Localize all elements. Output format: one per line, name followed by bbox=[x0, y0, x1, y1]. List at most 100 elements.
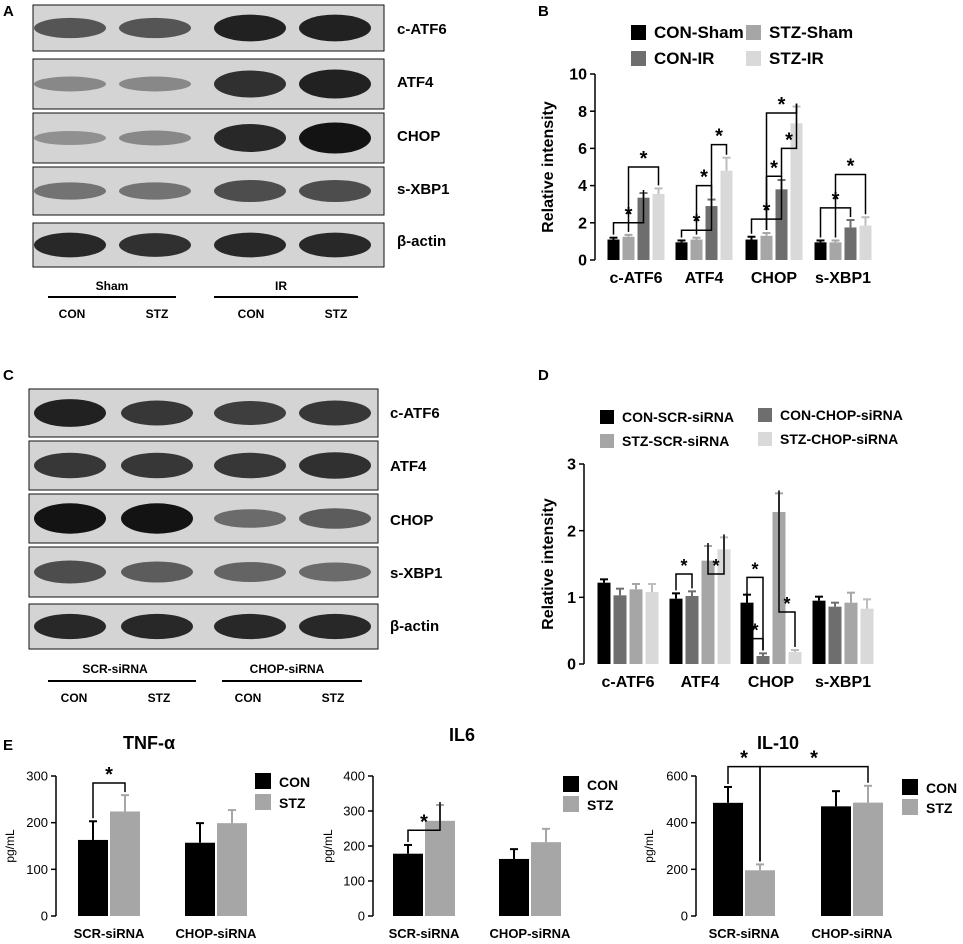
blot-a-lane-label: STZ bbox=[325, 307, 348, 321]
blot-band bbox=[121, 503, 193, 534]
blot-c-band-label: ATF4 bbox=[390, 458, 427, 475]
significance-star: * bbox=[778, 94, 786, 116]
y-tick-label: 8 bbox=[578, 104, 587, 121]
significance-star: * bbox=[785, 129, 793, 151]
legend-label: CON bbox=[587, 777, 618, 793]
blot-band bbox=[214, 179, 286, 203]
bar bbox=[853, 802, 883, 916]
blot-band bbox=[119, 17, 191, 39]
blot-band bbox=[121, 613, 193, 640]
blot-band bbox=[34, 131, 106, 145]
bar bbox=[829, 242, 842, 260]
x-tick-label: CHOP bbox=[748, 674, 795, 691]
panel-label-d: D bbox=[538, 367, 549, 384]
x-tick-label: ATF4 bbox=[681, 674, 720, 691]
significance-bracket bbox=[92, 782, 126, 819]
significance-star: * bbox=[680, 556, 687, 576]
blot-a-band-label: β-actin bbox=[397, 233, 446, 250]
blot-a-band-label: ATF4 bbox=[397, 74, 434, 91]
x-tick-label: CHOP-siRNA bbox=[176, 926, 258, 941]
blot-a-band-label: s-XBP1 bbox=[397, 181, 450, 198]
panel-label-c: C bbox=[3, 367, 14, 384]
blot-band bbox=[299, 179, 371, 203]
y-tick-label: 600 bbox=[666, 769, 688, 784]
significance-bracket bbox=[627, 166, 660, 232]
bar bbox=[814, 242, 827, 260]
chart-title: IL-10 bbox=[757, 733, 799, 753]
legend-swatch bbox=[255, 773, 271, 789]
y-tick-label: 0 bbox=[41, 909, 48, 924]
bar bbox=[705, 206, 718, 260]
blot-band bbox=[34, 503, 106, 534]
bar bbox=[745, 239, 758, 260]
legend-label: STZ-SCR-siRNA bbox=[622, 433, 729, 449]
blot-c-lane-label: CON bbox=[235, 691, 262, 705]
bar bbox=[685, 596, 699, 664]
blot-band bbox=[214, 70, 286, 98]
y-tick-label: 0 bbox=[358, 909, 365, 924]
blot-band bbox=[214, 401, 286, 425]
bar bbox=[669, 598, 683, 664]
x-tick-label: SCR-siRNA bbox=[709, 926, 780, 941]
x-tick-label: CHOP bbox=[751, 270, 798, 287]
bar bbox=[860, 608, 874, 664]
bar bbox=[844, 602, 858, 664]
y-tick-label: 1 bbox=[567, 590, 576, 607]
western-blot-a-image bbox=[32, 4, 385, 268]
blot-band bbox=[299, 232, 371, 258]
blot-band bbox=[299, 562, 371, 582]
x-tick-label: SCR-siRNA bbox=[389, 926, 460, 941]
y-tick-label: 10 bbox=[569, 67, 587, 84]
x-tick-label: CHOP-siRNA bbox=[812, 926, 894, 941]
panel-label-b: B bbox=[538, 3, 549, 20]
significance-bracket bbox=[780, 103, 798, 178]
bar bbox=[788, 652, 802, 664]
bar bbox=[597, 582, 611, 664]
y-tick-label: 2 bbox=[567, 523, 576, 540]
significance-star: * bbox=[751, 621, 758, 641]
blot-band bbox=[214, 613, 286, 640]
panel-label-a: A bbox=[3, 3, 14, 20]
bar bbox=[110, 811, 140, 916]
legend-label: CON-IR bbox=[654, 49, 714, 68]
blot-band bbox=[34, 613, 106, 640]
bar bbox=[675, 242, 688, 260]
y-tick-label: 0 bbox=[681, 909, 688, 924]
significance-star: * bbox=[783, 594, 790, 614]
western-blot-c: c-ATF6 ATF4 CHOP s-XBP1 β-actin SCR-siRN… bbox=[61, 405, 443, 705]
x-tick-label: ATF4 bbox=[685, 270, 724, 287]
bar bbox=[701, 560, 715, 664]
y-axis-label: Relative intensity bbox=[540, 101, 557, 233]
blot-band bbox=[34, 17, 106, 39]
bar bbox=[713, 802, 743, 916]
blot-band bbox=[299, 122, 371, 154]
bar bbox=[775, 189, 788, 260]
blot-band bbox=[119, 130, 191, 146]
blot-band bbox=[119, 182, 191, 200]
bar bbox=[425, 820, 455, 916]
legend-label: CON bbox=[279, 774, 310, 790]
blot-band bbox=[34, 452, 106, 479]
bar bbox=[613, 595, 627, 664]
blot-band bbox=[299, 508, 371, 529]
blot-a-band-label: c-ATF6 bbox=[397, 21, 447, 38]
significance-star: * bbox=[712, 556, 719, 576]
blot-a-group-label: Sham bbox=[96, 279, 129, 293]
legend-swatch bbox=[631, 51, 646, 66]
legend-label: STZ bbox=[926, 800, 953, 816]
legend-swatch bbox=[600, 434, 614, 448]
legend-swatch bbox=[758, 432, 772, 446]
blot-band bbox=[121, 561, 193, 583]
bar bbox=[859, 225, 872, 260]
legend-swatch bbox=[902, 799, 918, 815]
bar bbox=[645, 592, 659, 664]
blot-c-band-label: s-XBP1 bbox=[390, 565, 443, 582]
blot-band bbox=[34, 399, 106, 427]
y-tick-label: 0 bbox=[567, 657, 576, 674]
blot-band bbox=[34, 232, 106, 258]
significance-bracket bbox=[746, 576, 764, 651]
blot-c-band-label: CHOP bbox=[390, 512, 433, 529]
y-tick-label: 200 bbox=[343, 839, 365, 854]
bar bbox=[760, 235, 773, 260]
